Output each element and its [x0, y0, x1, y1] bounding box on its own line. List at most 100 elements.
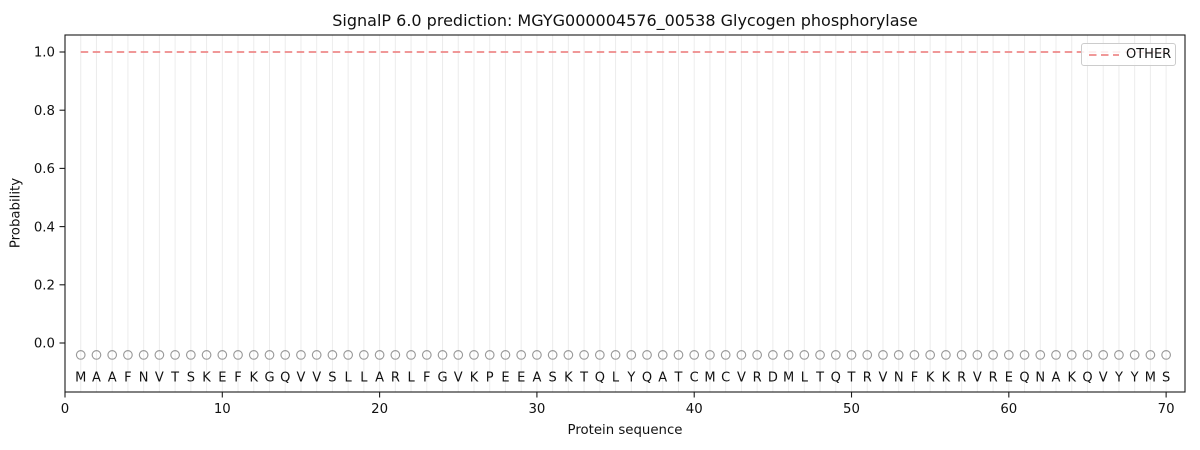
- residue-marker: [280, 350, 291, 360]
- residue-letter: E: [517, 371, 525, 386]
- residue-letter: K: [1067, 371, 1076, 386]
- x-tick-label: 30: [528, 402, 545, 417]
- residue-marker: [390, 350, 401, 360]
- x-tick-label: 50: [843, 402, 860, 417]
- residue-marker: [941, 350, 951, 360]
- y-tick-label: 0.0: [34, 337, 55, 352]
- residue-marker: [563, 350, 574, 360]
- residue-letter: A: [658, 371, 667, 386]
- residue-letter: R: [989, 371, 998, 386]
- residue-letter: N: [139, 371, 149, 386]
- residue-letter: F: [423, 371, 430, 386]
- residue-marker: [988, 350, 998, 360]
- residue-marker: [217, 350, 228, 360]
- residue-marker: [783, 350, 794, 360]
- residue-marker: [75, 350, 86, 360]
- residue-letter: A: [1052, 371, 1061, 386]
- residue-marker: [154, 350, 165, 360]
- residue-marker: [1114, 350, 1124, 360]
- residue-letter: T: [815, 371, 824, 386]
- residue-letter: R: [957, 371, 966, 386]
- residue-letter: A: [92, 371, 101, 386]
- residue-marker: [956, 350, 967, 360]
- residue-letter: T: [170, 371, 179, 386]
- y-tick-label: 0.4: [34, 220, 55, 235]
- residue-marker: [1035, 350, 1046, 360]
- residue-marker: [862, 350, 873, 360]
- residue-letter: G: [264, 371, 274, 386]
- residue-marker: [1051, 350, 1061, 360]
- y-tick-label: 1.0: [34, 46, 55, 61]
- residue-marker: [453, 350, 464, 360]
- residue-letter: V: [454, 371, 463, 386]
- residue-marker: [469, 350, 479, 360]
- residue-letter: M: [704, 371, 715, 386]
- residue-marker: [123, 350, 133, 360]
- residue-marker: [642, 350, 652, 360]
- residue-letter: T: [579, 371, 588, 386]
- residue-letter: L: [345, 371, 353, 386]
- residue-marker: [752, 350, 763, 360]
- residue-marker: [421, 350, 432, 360]
- residue-letter: L: [801, 371, 809, 386]
- residue-letter: R: [753, 371, 762, 386]
- residue-letter: S: [1162, 371, 1170, 386]
- residue-marker: [846, 350, 857, 360]
- residue-letter: V: [879, 371, 888, 386]
- residue-marker: [799, 350, 810, 360]
- residue-letter: Q: [595, 371, 605, 386]
- residue-marker: [925, 350, 936, 360]
- residue-letter: F: [124, 371, 131, 386]
- residue-marker: [516, 350, 527, 360]
- residue-letter: V: [973, 371, 982, 386]
- residue-marker: [343, 350, 354, 360]
- residue-letter: N: [1035, 371, 1045, 386]
- residue-marker: [107, 350, 118, 360]
- residue-marker: [484, 350, 495, 360]
- residue-letter: P: [486, 371, 494, 386]
- residue-marker: [815, 350, 825, 360]
- residue-letter: Q: [1019, 371, 1029, 386]
- residue-marker: [500, 350, 511, 360]
- x-tick-label: 40: [686, 402, 703, 417]
- plot-border: [64, 34, 1186, 393]
- residue-letter: V: [155, 371, 164, 386]
- residue-letter: K: [249, 371, 258, 386]
- chart-title: SignalP 6.0 prediction: MGYG000004576_00…: [332, 11, 918, 30]
- residue-letter: S: [549, 371, 557, 386]
- residue-letter: F: [234, 371, 241, 386]
- residue-letter: K: [564, 371, 573, 386]
- residue-marker: [1129, 350, 1140, 360]
- residue-letter: S: [328, 371, 336, 386]
- y-tick-label: 0.2: [34, 279, 55, 294]
- residue-marker: [830, 350, 841, 360]
- x-tick-label: 20: [371, 402, 388, 417]
- residue-marker: [1003, 350, 1014, 360]
- residue-letter: L: [360, 371, 368, 386]
- x-tick-label: 70: [1158, 402, 1175, 417]
- residue-markers: [75, 350, 1171, 360]
- residue-letter: A: [108, 371, 117, 386]
- x-tick-label: 60: [1000, 402, 1017, 417]
- residue-letter: M: [75, 371, 86, 386]
- residue-letter: Q: [1082, 371, 1092, 386]
- residue-marker: [311, 350, 322, 360]
- residue-letter: V: [297, 371, 306, 386]
- residue-letter: V: [1099, 371, 1108, 386]
- x-axis-ticks: 0 10 20 30 40 50 60 70: [61, 392, 1175, 417]
- residue-letter: K: [926, 371, 935, 386]
- residue-marker: [736, 350, 747, 360]
- residue-letter: S: [187, 371, 195, 386]
- residue-marker: [893, 350, 904, 360]
- residue-marker: [1098, 350, 1109, 360]
- residue-marker: [705, 350, 715, 360]
- residue-marker: [233, 350, 243, 360]
- grid-lines: [80, 35, 1167, 392]
- residue-marker: [720, 350, 731, 360]
- residue-marker: [264, 350, 275, 360]
- residue-marker: [657, 350, 668, 360]
- legend: OTHER: [1081, 43, 1176, 66]
- legend-line-sample-icon: [1089, 53, 1119, 56]
